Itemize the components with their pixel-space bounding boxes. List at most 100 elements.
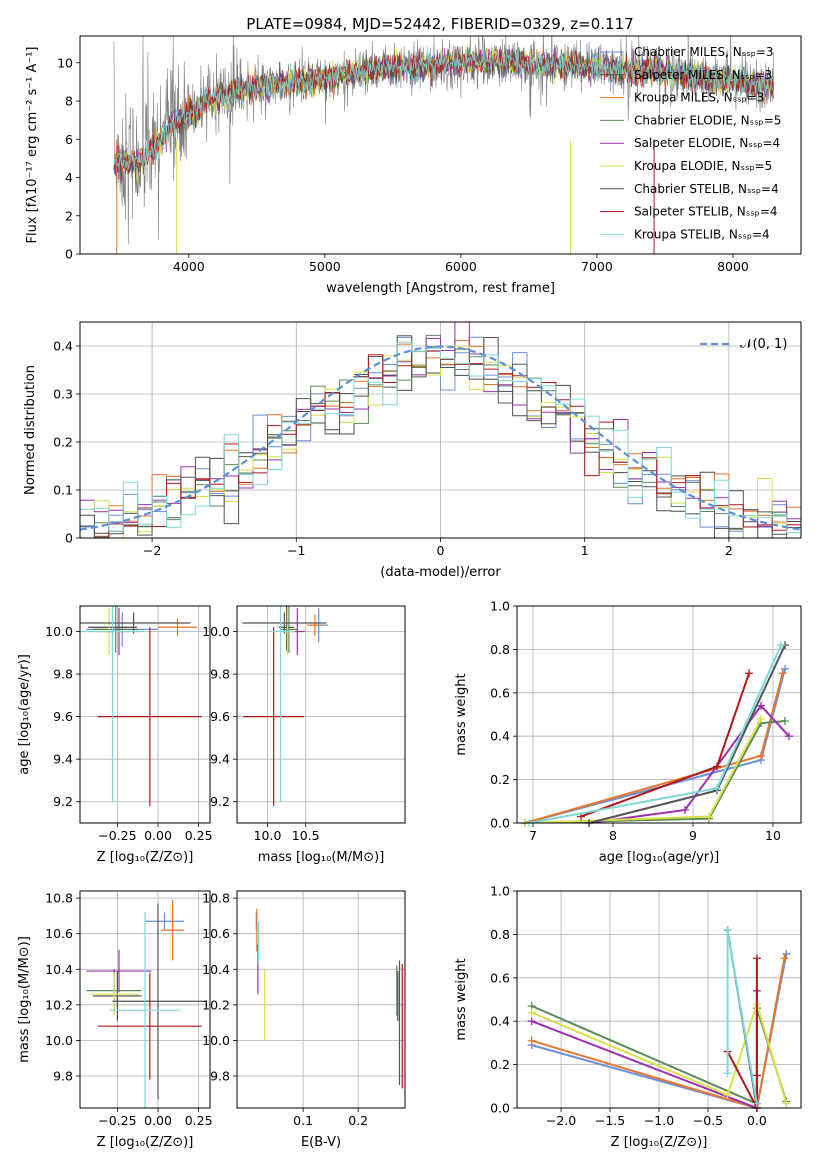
spec-xtick-label-3: 7000 [581,259,613,274]
mw-z-ytick-label-4: 0.8 [490,927,510,942]
age-z-ytick-label-1: 9.4 [53,752,73,767]
mw-age-xtick-label-1: 8 [609,828,617,843]
mw-z-xtick-label-4: 0.0 [747,1113,767,1128]
legend-label-0: Chabrier MILES, Nₛₛₚ=3 [634,45,774,59]
mass-z-ytick-label-2: 10.2 [45,997,73,1012]
age-mass-xlabel: mass [log₁₀(M/M⊙)] [258,850,385,865]
mw-z-marker-7-0 [723,1069,732,1078]
mass-ebv-frame [236,890,406,1109]
mass-ebv-ytick-label-4: 10.6 [202,926,230,941]
mw-z-series-4 [531,1000,788,1104]
mw-age-marker-3-3 [785,732,793,741]
mw-age-xtick-label-0: 7 [529,828,537,843]
mw-age-xtick-label-2: 9 [689,828,697,843]
mw-z-xtick-label-0: −2.0 [546,1113,576,1128]
mass-z-ytick-label-0: 9.8 [53,1068,73,1083]
age-mass-ytick-label-1: 9.4 [210,752,230,767]
mass-ebv-xlabel: E(B-V) [301,1135,341,1150]
age-mass-xtick-label-1: 10.5 [292,828,320,843]
mass-weight-vs-age-panel: 7 8 9 10 0.0 0.2 0.4 0.6 0.8 1.0 age [log₁₀(age/yr… [454,599,802,865]
mw-age-marker-6-1 [713,762,721,771]
mw-age-marker-3-1 [681,805,689,814]
mw-age-ytick-label-2: 0.4 [490,729,510,744]
legend-normal-label: 𝒩(0, 1) [740,337,787,352]
mw-z-xtick-label-3: −0.5 [693,1113,723,1128]
mw-age-series-2 [524,720,786,823]
legend-label-5: Kroupa ELODIE, Nₛₛₚ=5 [634,159,772,173]
mw-age-marker-4-1 [705,812,713,821]
mass-z-ytick-label-3: 10.4 [45,962,73,977]
mw-z-marker-0-2 [782,949,791,958]
age-z-ytick-label-0: 9.2 [53,794,73,809]
mw-z-ylabel: mass weight [454,958,469,1040]
hist-xlabel: (data-model)/error [380,565,501,580]
mass-vs-ebv-panel: 0.1 0.2 9.8 10.0 10.2 10.4 10.6 10.8 E(B-V) [202,890,406,1150]
spec-xtick-label-2: 6000 [445,259,477,274]
mw-z-frame [516,890,802,1109]
age-mass-xtick-label-0: 10.0 [254,828,282,843]
age-z-xtick-label-0: −0.25 [98,828,136,843]
age-z-xlabel: Z [log₁₀(Z/Z⊙)] [97,850,194,865]
mw-age-xtick-label-3: 10 [765,828,781,843]
hist-xtick-label-2: 0 [437,543,445,558]
legend-label-6: Chabrier STELIB, Nₛₛₚ=4 [634,182,779,196]
mw-age-ytick-label-5: 1.0 [490,599,510,614]
age-vs-metallicity-panel: −0.25 0.00 0.25 9.2 9.4 9.6 9.8 10.0 Z [log₁₀(Z/… [17,605,213,865]
mass-ebv-ytick-label-3: 10.4 [202,962,230,977]
age-mass-ytick-label-4: 10.0 [202,624,230,639]
mw-age-ylabel: mass weight [454,673,469,755]
mass-ebv-ytick-label-5: 10.8 [202,891,230,906]
mw-age-xlabel: age [log₁₀(age/yr)] [599,850,720,865]
hist-xtick-label-4: 2 [725,543,733,558]
spec-frame [79,35,802,255]
spec-ytick-label-2: 4 [65,170,73,185]
mass-z-xtick-label-0: −0.25 [98,1113,136,1128]
mw-age-marker-2-3 [781,717,789,726]
spec-ylabel: Flux [fλ10⁻¹⁷ erg cm⁻² s⁻¹ A⁻¹] [25,47,40,244]
mw-z-marker-6-2 [752,954,761,963]
mass-weight-vs-metallicity-panel: −2.0 −1.5 −1.0 −0.5 0.0 0.0 0.2 0.4 0.6 0.8 1.0 Z [… [454,884,802,1150]
mw-z-ytick-label-3: 0.6 [490,970,510,985]
spec-xlabel: wavelength [Angstrom, rest frame] [326,281,555,296]
mw-age-marker-1-2 [778,669,787,678]
mw-z-marker-1-2 [780,954,789,963]
mass-z-xtick-label-1: 0.00 [144,1113,172,1128]
hist-frame [79,321,802,539]
residual-histogram-panel: −2 −1 0 1 2 0 0.1 0.2 0.3 0.4 (data-model)/error No… [23,321,802,580]
mw-z-xlabel: Z [log₁₀(Z/Z⊙)] [611,1135,708,1150]
hist-ytick-label-2: 0.2 [53,435,73,450]
mw-z-ytick-label-5: 1.0 [490,884,510,899]
residual-histogram-7 [80,350,801,538]
mw-z-marker-7-2 [752,1099,761,1108]
mw-z-ytick-label-1: 0.2 [490,1057,510,1072]
age-z-xtick-label-1: 0.00 [144,828,172,843]
legend-label-1: Salpeter MILES, Nₛₛₚ=3 [634,68,772,82]
age-z-frame [79,605,211,824]
hist-ylabel: Normed distribution [23,365,38,495]
age-mass-ytick-label-3: 9.8 [210,667,230,682]
hist-ytick-label-1: 0.1 [53,483,73,498]
mw-z-ytick-label-2: 0.4 [490,1014,510,1029]
spec-ytick-label-5: 10 [57,55,73,70]
age-z-ytick-label-3: 9.8 [53,667,73,682]
figure-title: PLATE=0984, MJD=52442, FIBERID=0329, z=0… [246,15,633,33]
age-z-ytick-label-4: 10.0 [45,624,73,639]
hist-xtick-label-3: 1 [581,543,589,558]
mass-z-ytick-label-4: 10.6 [45,926,73,941]
hist-xtick-label-1: −1 [287,543,305,558]
hist-ytick-label-3: 0.3 [53,387,73,402]
age-mass-ytick-label-2: 9.6 [210,709,230,724]
spec-xtick-label-0: 4000 [173,259,205,274]
mw-age-series-6 [580,672,750,818]
age-z-ytick-label-2: 9.6 [53,709,73,724]
mass-z-xlabel: Z [log₁₀(Z/Z⊙)] [97,1135,194,1150]
residual-histogram-8 [80,341,801,534]
mw-z-series-6 [726,958,758,1108]
normal-reference-curve [80,345,801,531]
mw-z-xtick-label-2: −1.0 [644,1113,674,1128]
mass-z-frame [79,890,211,1109]
mass-ebv-ytick-label-1: 10.0 [202,1033,230,1048]
mass-z-ylabel: mass [log₁₀(M/M⊙)] [17,936,32,1063]
mass-z-xtick-label-2: 0.25 [185,1113,213,1128]
